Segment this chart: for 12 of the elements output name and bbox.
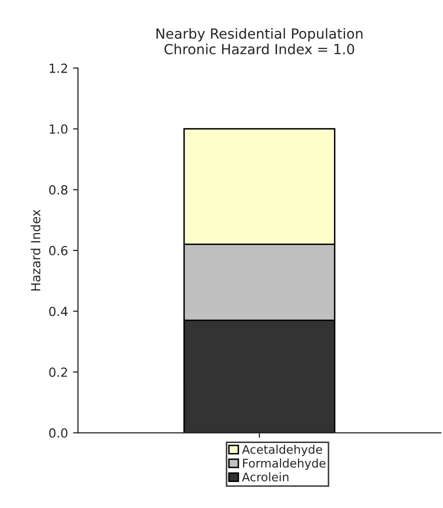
legend-label: Acetaldehyde [242,444,322,456]
y-tick-label: 0.8 [49,185,68,195]
y-tick-label: 0.0 [49,428,68,438]
y-tick-label: 0.2 [49,367,67,377]
legend-label: Formaldehyde [243,458,326,470]
chart-title: Nearby Residential Population Chronic Hazard Index = 1.0 [156,28,362,54]
legend-label: Acrolein [242,472,288,482]
y-tick-label: 1.0 [50,124,68,134]
y-tick-label: 0.6 [49,246,68,256]
y-tick-label: 0.4 [49,306,68,316]
y-axis-title: Hazard Index [30,210,40,290]
y-tick-label: 1.2 [50,64,67,73]
